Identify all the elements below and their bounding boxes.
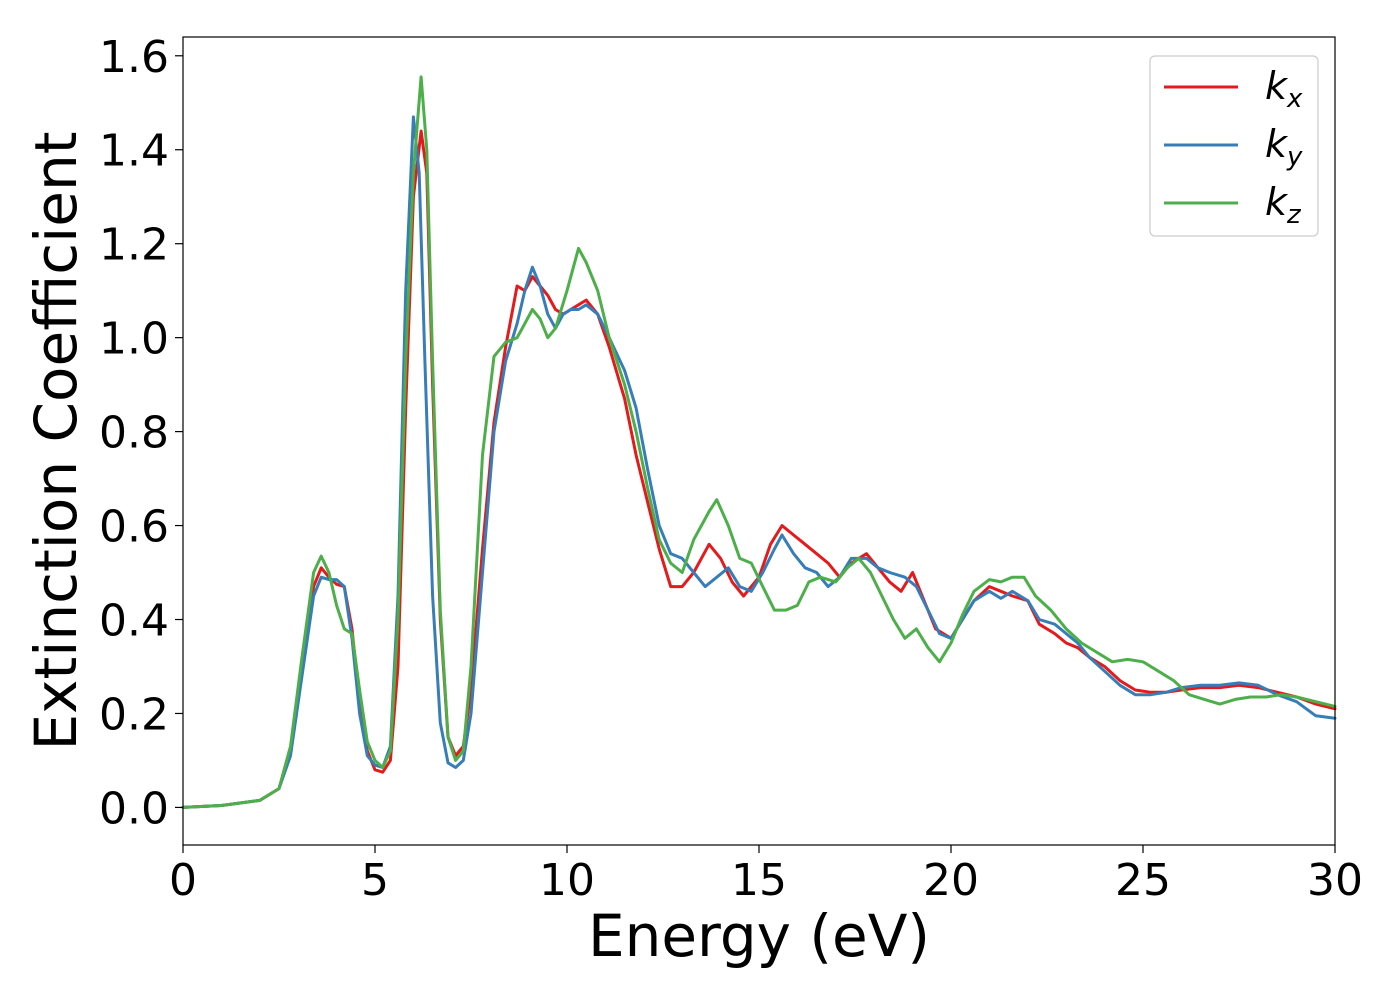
y-axis-label: Extinction Coefficient (22, 132, 90, 751)
y-tick-label: 0.2 (99, 689, 169, 740)
series-layer (181, 75, 1337, 809)
legend-label-main: k (1265, 122, 1289, 166)
y-tick-label: 1.0 (99, 314, 169, 365)
x-tick-label: 30 (1307, 855, 1363, 906)
y-tick-label: 1.2 (99, 220, 169, 271)
x-tick-label: 25 (1115, 855, 1171, 906)
series-line-x (181, 129, 1337, 809)
y-axis: 0.0 0.2 0.4 0.6 0.8 1.0 1.2 1.4 1.6 (99, 32, 183, 834)
legend-label-main: k (1265, 180, 1289, 224)
legend-label-subscript: z (1286, 200, 1302, 230)
y-tick-label: 0.6 (99, 502, 169, 553)
x-tick-label: 0 (169, 855, 197, 906)
x-tick-label: 20 (923, 855, 979, 906)
x-tick-label: 5 (361, 855, 389, 906)
legend-label-y: ky (1265, 122, 1303, 172)
legend-label-subscript: x (1286, 84, 1303, 114)
legend-label-subscript: y (1286, 142, 1303, 172)
legend-label-z: kz (1265, 180, 1302, 230)
y-tick-label: 1.6 (99, 32, 169, 83)
x-axis: 0 5 10 15 20 25 30 (169, 845, 1363, 906)
y-tick-label: 0.0 (99, 783, 169, 834)
x-tick-label: 10 (539, 855, 595, 906)
series-line-z (181, 75, 1337, 809)
y-tick-label: 1.4 (99, 126, 169, 177)
y-tick-label: 0.8 (99, 408, 169, 459)
y-tick-label: 0.4 (99, 596, 169, 647)
x-tick-label: 15 (731, 855, 787, 906)
legend-label-x: kx (1265, 64, 1303, 114)
legend-label-main: k (1265, 64, 1289, 108)
x-axis-label: Energy (eV) (588, 902, 930, 970)
